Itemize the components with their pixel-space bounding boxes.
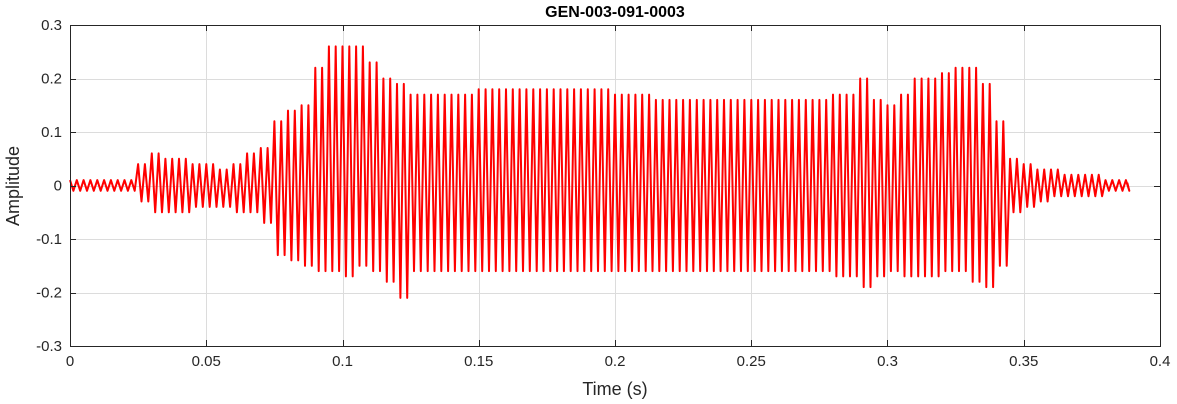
x-tick-label: 0.15 bbox=[464, 353, 493, 370]
x-tick-label: 0.2 bbox=[605, 353, 626, 370]
x-tick-label: 0.1 bbox=[332, 353, 353, 370]
x-axis-label: Time (s) bbox=[582, 379, 647, 399]
x-tick-label: 0.25 bbox=[737, 353, 766, 370]
y-tick-label: -0.2 bbox=[36, 285, 62, 302]
plot-area bbox=[69, 45, 1131, 299]
y-axis-label: Amplitude bbox=[3, 146, 23, 226]
axis-ticks: 0 0.05 0.1 0.15 0.2 0.25 0.3 0.35 0.4 -0.3 -0.2 -0.… bbox=[36, 17, 1170, 370]
x-tick-label: 0.35 bbox=[1009, 353, 1038, 370]
y-tick-label: 0.3 bbox=[41, 17, 62, 34]
y-tick-label: 0 bbox=[54, 178, 62, 195]
x-tick-label: 0.4 bbox=[1150, 353, 1171, 370]
waveform-series-line bbox=[69, 45, 1131, 299]
x-tick-label: 0.05 bbox=[192, 353, 221, 370]
x-tick-label: 0.3 bbox=[877, 353, 898, 370]
y-tick-label: -0.1 bbox=[36, 231, 62, 248]
y-tick-label: 0.1 bbox=[41, 124, 62, 141]
y-tick-label: -0.3 bbox=[36, 338, 62, 355]
x-tick-label: 0 bbox=[66, 353, 74, 370]
y-tick-label: 0.2 bbox=[41, 71, 62, 88]
chart-title: GEN-003-091-0003 bbox=[545, 4, 685, 21]
